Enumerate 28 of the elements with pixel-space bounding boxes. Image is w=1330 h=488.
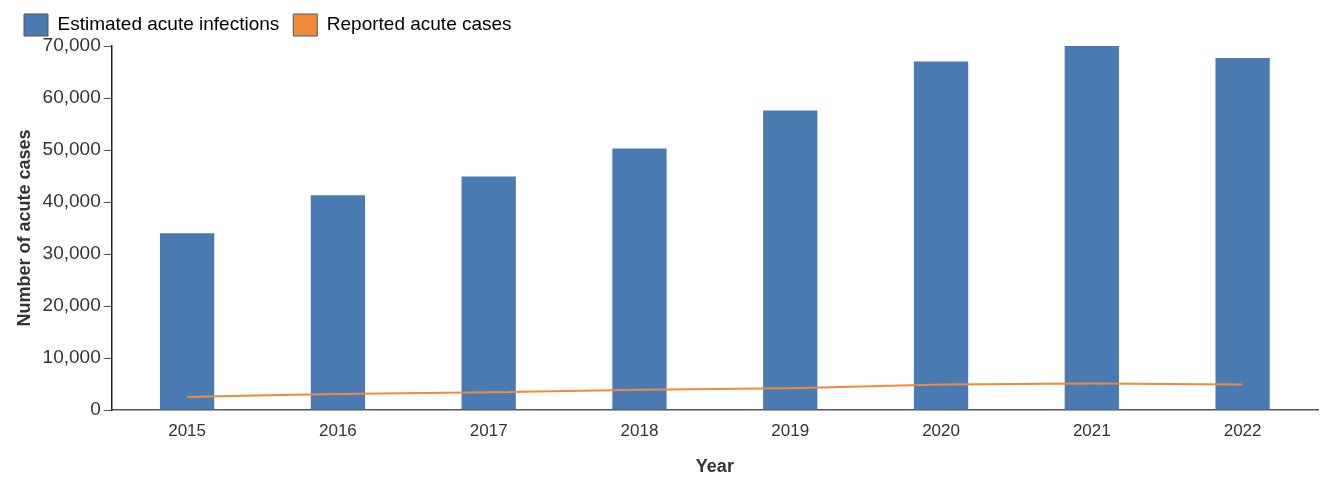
bar [612, 148, 667, 410]
bar [1064, 46, 1119, 410]
x-tick-label: 2021 [1072, 420, 1111, 440]
bar [913, 61, 969, 410]
bar [310, 195, 366, 410]
y-tick-label: 30,000 [42, 242, 101, 264]
y-axis-title: Number of acute cases [13, 129, 34, 327]
x-tick-label: 2015 [168, 420, 207, 440]
x-tick-label: 2017 [469, 420, 508, 440]
y-tick-label: 60,000 [42, 86, 101, 108]
bar [763, 110, 818, 410]
y-tick-label: 10,000 [42, 346, 101, 368]
legend-label: Reported acute cases [326, 13, 512, 35]
y-tick-label: 0 [90, 398, 101, 420]
x-tick-label: 2016 [318, 420, 357, 440]
y-tick-label: 40,000 [42, 190, 101, 212]
legend-label: Estimated acute infections [57, 13, 280, 35]
x-tick-label: 2020 [922, 420, 960, 440]
bar [159, 233, 215, 410]
y-tick-label: 70,000 [42, 34, 101, 56]
y-tick-label: 50,000 [42, 138, 101, 160]
x-tick-label: 2018 [620, 420, 659, 440]
x-tick-label: 2022 [1223, 420, 1262, 440]
bar [1215, 57, 1270, 410]
y-tick-label: 20,000 [42, 294, 101, 316]
x-axis-title: Year [695, 456, 734, 477]
x-tick-label: 2019 [771, 420, 810, 440]
bar [461, 176, 516, 410]
